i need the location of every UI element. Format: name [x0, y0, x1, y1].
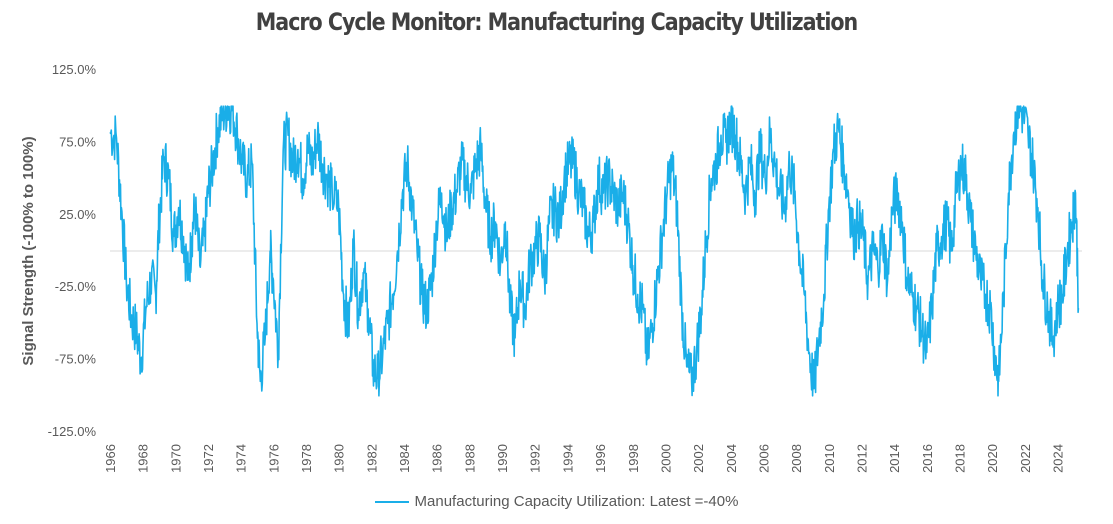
x-tick-label: 2006: [756, 444, 771, 473]
x-tick-label: 2024: [1050, 444, 1065, 473]
legend-swatch: [374, 500, 409, 503]
legend-label: Manufacturing Capacity Utilization: Late…: [414, 493, 739, 510]
y-tick-label: -25.0%: [55, 279, 97, 294]
x-tick-label: 1988: [462, 444, 477, 473]
x-tick-label: 1996: [593, 444, 608, 473]
y-tick-label: -75.0%: [55, 352, 97, 367]
x-tick-label: 1970: [168, 444, 183, 473]
x-tick-label: 2000: [658, 444, 673, 473]
x-tick-label: 1984: [397, 444, 412, 473]
x-tick-label: 1972: [201, 444, 216, 473]
legend: Manufacturing Capacity Utilization: Late…: [0, 493, 1113, 510]
x-tick-label: 1992: [528, 444, 543, 473]
x-tick-label: 1966: [103, 444, 118, 473]
x-tick-label: 1968: [136, 444, 151, 473]
x-axis: 1966 1968 1970 1972 1974 1976 1978 1980 1982 1984…: [103, 444, 1065, 473]
x-tick-label: 1994: [560, 444, 575, 473]
x-tick-label: 2002: [691, 444, 706, 473]
x-tick-label: 2008: [789, 444, 804, 473]
series-line-capacity-utilization: [109, 105, 1080, 397]
x-tick-label: 2020: [985, 444, 1000, 473]
x-tick-label: 2018: [952, 444, 967, 473]
y-axis-label: Signal Strength (-100% to 100%): [20, 136, 37, 365]
y-tick-label: -125.0%: [48, 424, 97, 439]
chart-title: Macro Cycle Monitor: Manufacturing Capac…: [255, 8, 858, 36]
x-tick-label: 2004: [724, 444, 739, 473]
y-tick-label: 25.0%: [59, 207, 96, 222]
x-tick-label: 1980: [332, 444, 347, 473]
x-tick-label: 2016: [920, 444, 935, 473]
x-tick-label: 1982: [364, 444, 379, 473]
x-tick-label: 2022: [1018, 444, 1033, 473]
x-tick-label: 1974: [234, 444, 249, 473]
x-tick-label: 1976: [266, 444, 281, 473]
x-tick-label: 1978: [299, 444, 314, 473]
x-tick-label: 2010: [822, 444, 837, 473]
y-tick-label: 75.0%: [59, 134, 96, 149]
x-tick-label: 2012: [854, 444, 869, 473]
x-tick-label: 1990: [495, 444, 510, 473]
x-tick-label: 2014: [887, 444, 902, 473]
y-tick-label: 125.0%: [52, 62, 97, 77]
x-tick-label: 1986: [430, 444, 445, 473]
y-axis: 125.0% 75.0% 25.0% -25.0% -75.0% -125.0%: [48, 62, 97, 439]
x-tick-label: 1998: [626, 444, 641, 473]
